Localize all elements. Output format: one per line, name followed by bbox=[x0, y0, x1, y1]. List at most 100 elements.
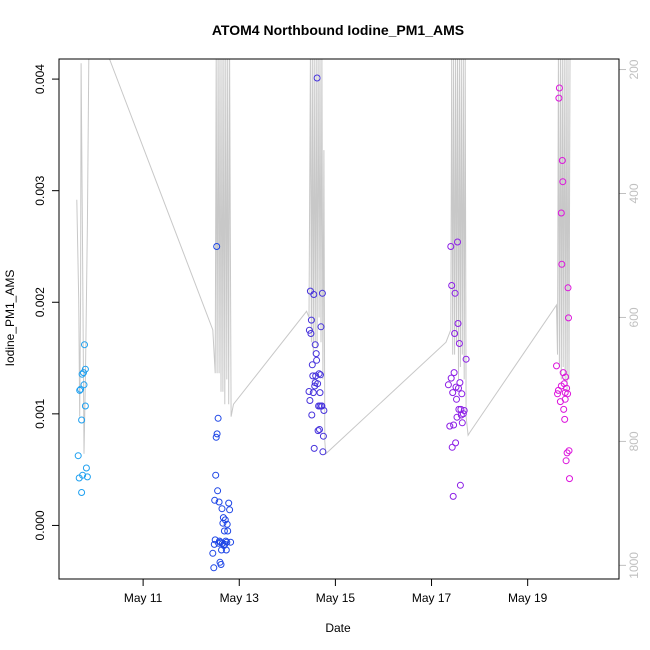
data-point-s3-10 bbox=[451, 330, 459, 337]
data-point-s4-21 bbox=[565, 314, 572, 322]
data-point-s3-2 bbox=[447, 243, 455, 250]
plot-frame bbox=[58, 58, 620, 580]
data-point-s3-20 bbox=[455, 340, 463, 347]
data-point-s2-2 bbox=[306, 397, 314, 404]
data-point-s4-16 bbox=[562, 457, 570, 465]
data-point-s1-18 bbox=[218, 505, 226, 513]
data-point-s2-3 bbox=[306, 287, 314, 295]
y-tick-label-1: 0.001 bbox=[33, 399, 47, 429]
data-point-s0-0 bbox=[74, 452, 82, 460]
data-point-s4-25 bbox=[557, 382, 565, 390]
data-point-s2-19 bbox=[314, 427, 322, 435]
data-point-s2-24 bbox=[317, 371, 324, 379]
data-point-s3-28 bbox=[460, 407, 468, 414]
data-point-s4-9 bbox=[559, 178, 567, 186]
x-tick-label-2: May 15 bbox=[316, 591, 356, 605]
data-point-s2-31 bbox=[320, 407, 328, 414]
data-point-s3-16 bbox=[454, 238, 461, 246]
data-point-s3-22 bbox=[456, 481, 464, 489]
data-point-s1-21 bbox=[219, 514, 227, 522]
data-point-s0-5 bbox=[78, 416, 86, 424]
data-point-s0-3 bbox=[77, 385, 85, 393]
data-point-s3-12 bbox=[452, 439, 460, 447]
altitude-layer bbox=[76, 59, 571, 455]
data-point-s3-4 bbox=[448, 282, 456, 289]
data-point-s1-8 bbox=[213, 430, 221, 438]
data-point-s0-2 bbox=[76, 386, 84, 394]
data-point-s0-11 bbox=[81, 402, 89, 410]
data-point-s1-6 bbox=[212, 433, 220, 441]
data-point-s1-32 bbox=[226, 506, 234, 514]
data-point-s1-3 bbox=[211, 496, 219, 504]
points-layer bbox=[74, 74, 573, 572]
data-point-s3-21 bbox=[456, 379, 464, 387]
data-point-s3-7 bbox=[449, 492, 457, 500]
data-point-s3-27 bbox=[459, 410, 467, 418]
data-point-s1-26 bbox=[222, 537, 230, 545]
data-point-s2-32 bbox=[316, 389, 324, 397]
data-point-s4-13 bbox=[561, 415, 569, 423]
data-point-s3-9 bbox=[450, 369, 458, 377]
y-tick-label-4: 0.004 bbox=[33, 64, 47, 94]
data-point-s0-7 bbox=[79, 471, 87, 479]
data-point-s0-6 bbox=[78, 370, 86, 378]
y-axis-label: Iodine_PM1_AMS bbox=[3, 270, 17, 367]
data-point-s0-12 bbox=[81, 365, 89, 373]
data-point-s2-30 bbox=[319, 432, 327, 440]
data-point-s2-21 bbox=[315, 370, 323, 378]
data-point-s2-16 bbox=[313, 356, 321, 364]
y-tick-label-2: 0.002 bbox=[33, 287, 47, 317]
data-point-s2-9 bbox=[309, 389, 317, 397]
y-tick-label-0: 0.000 bbox=[33, 510, 47, 540]
data-point-s1-16 bbox=[217, 561, 225, 568]
y2-tick-label-2: 600 bbox=[627, 307, 641, 327]
data-point-s1-33 bbox=[227, 538, 235, 546]
data-point-s0-10 bbox=[81, 341, 88, 349]
data-point-s2-8 bbox=[309, 372, 317, 380]
data-point-s2-6 bbox=[308, 411, 316, 419]
data-point-s1-10 bbox=[214, 414, 222, 422]
data-point-s2-22 bbox=[316, 426, 323, 433]
data-point-s2-10 bbox=[310, 291, 318, 298]
data-point-s4-6 bbox=[557, 209, 565, 217]
chart-title: ATOM4 Northbound Iodine_PM1_AMS bbox=[212, 22, 464, 38]
data-point-s2-5 bbox=[307, 316, 315, 324]
data-point-s0-9 bbox=[80, 381, 88, 389]
data-point-s3-11 bbox=[451, 289, 459, 297]
x-tick-label-1: May 13 bbox=[220, 591, 260, 605]
data-point-s4-7 bbox=[558, 260, 566, 268]
data-point-s1-25 bbox=[221, 516, 229, 524]
data-point-s1-2 bbox=[210, 540, 218, 548]
data-point-s4-23 bbox=[566, 475, 573, 483]
axes-layer: May 11 May 13 May 15 May 17 May 19 0.000 0.001… bbox=[33, 59, 641, 605]
data-point-s2-25 bbox=[317, 323, 325, 331]
data-point-s2-15 bbox=[312, 350, 320, 358]
data-point-s2-28 bbox=[318, 289, 326, 297]
data-point-s2-11 bbox=[310, 444, 318, 452]
data-point-s0-13 bbox=[82, 464, 90, 472]
data-point-s1-29 bbox=[223, 520, 231, 528]
data-point-s4-4 bbox=[555, 84, 563, 92]
x-tick-label-3: May 17 bbox=[412, 591, 452, 605]
data-point-s3-19 bbox=[455, 405, 463, 413]
data-point-s2-0 bbox=[305, 388, 313, 395]
data-point-s2-1 bbox=[305, 326, 313, 334]
data-point-s0-14 bbox=[83, 473, 91, 481]
data-point-s1-31 bbox=[225, 499, 233, 507]
data-point-s1-1 bbox=[210, 564, 218, 572]
data-point-s1-0 bbox=[209, 549, 217, 557]
y2-tick-label-1: 400 bbox=[627, 183, 641, 203]
data-point-s3-8 bbox=[450, 421, 458, 429]
data-point-s2-7 bbox=[308, 361, 316, 369]
data-point-s1-12 bbox=[215, 498, 223, 506]
data-point-s4-0 bbox=[553, 362, 560, 370]
data-point-s3-5 bbox=[448, 443, 456, 451]
data-point-s3-1 bbox=[446, 422, 454, 430]
data-point-s4-11 bbox=[560, 405, 568, 413]
data-point-s2-27 bbox=[318, 402, 326, 410]
data-point-s4-2 bbox=[554, 386, 562, 394]
data-point-s0-4 bbox=[78, 489, 86, 496]
data-point-s4-15 bbox=[562, 373, 570, 381]
data-point-s3-14 bbox=[453, 395, 460, 403]
data-point-s2-4 bbox=[307, 330, 315, 337]
